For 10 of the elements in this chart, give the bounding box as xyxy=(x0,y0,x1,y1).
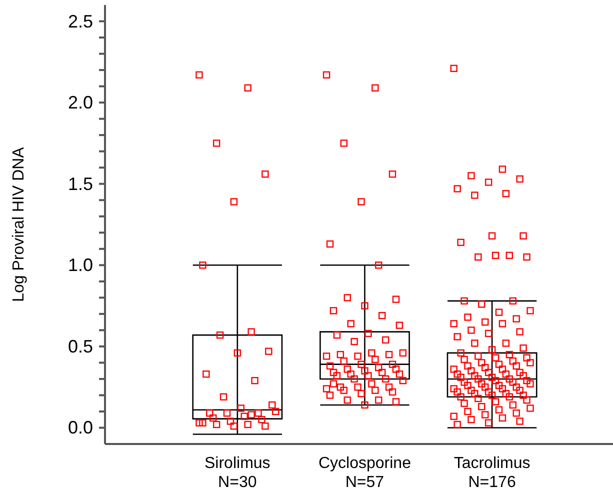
y-axis-title: Log Proviral HIV DNA xyxy=(10,146,28,302)
y-tick-label: 2.0 xyxy=(68,92,93,113)
x-tick-label: Cyclosporine N=57 xyxy=(318,455,412,491)
y-tick-label: 0.0 xyxy=(68,418,93,438)
x-tick-label: Sirolimus N=30 xyxy=(204,455,270,491)
x-tick-label: Tacrolimus N=176 xyxy=(454,455,530,491)
y-tick-label: 2.5 xyxy=(68,11,93,32)
y-tick-label: 0.5 xyxy=(68,336,93,356)
y-tick-label: 1.5 xyxy=(68,174,93,194)
y-tick-label: 1.0 xyxy=(68,255,93,276)
